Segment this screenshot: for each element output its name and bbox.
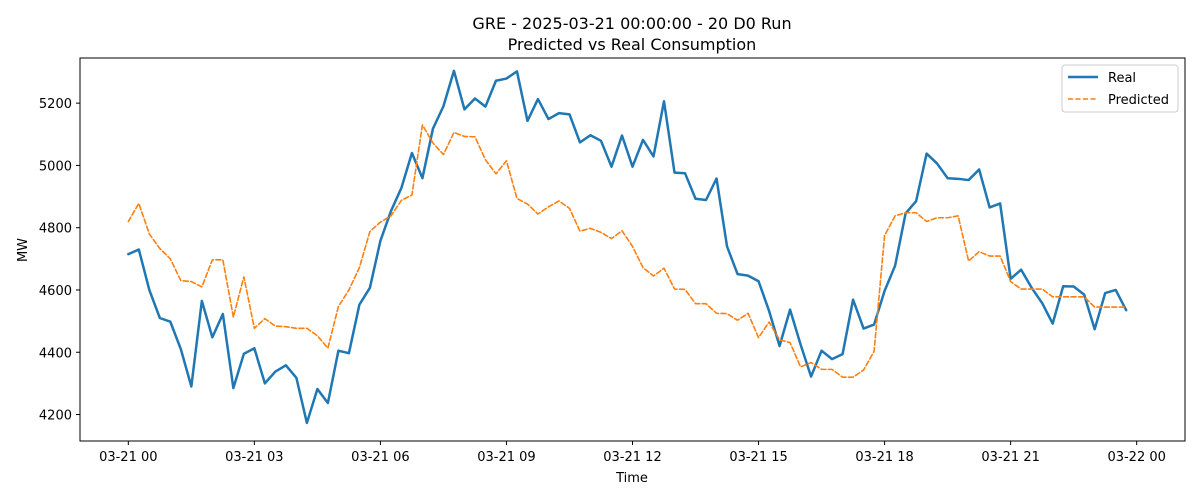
x-tick-label: 03-21 09 xyxy=(477,450,535,465)
x-tick-label: 03-21 21 xyxy=(981,450,1039,465)
y-tick-label: 4600 xyxy=(39,284,72,299)
x-tick-label: 03-21 15 xyxy=(729,450,787,465)
plot-area: 03-21 00 03-21 03 03-21 06 03-21 09 03-21 12… xyxy=(39,57,1186,465)
chart-subtitle: Predicted vs Real Consumption xyxy=(508,35,757,54)
legend: Real Predicted xyxy=(1061,64,1179,113)
y-tick-label: 5200 xyxy=(39,97,72,112)
x-tick-label: 03-21 00 xyxy=(99,450,157,465)
legend-label-real: Real xyxy=(1108,71,1136,86)
series-line-predicted xyxy=(127,124,1127,378)
x-tick-label: 03-21 12 xyxy=(603,450,661,465)
x-tick-label: 03-22 00 xyxy=(1107,450,1165,465)
y-tick-label: 4200 xyxy=(39,409,72,424)
legend-label-predicted: Predicted xyxy=(1108,93,1169,108)
plot-frame xyxy=(79,57,1186,442)
y-tick-label: 5000 xyxy=(39,159,72,174)
x-axis-label: Time xyxy=(615,471,648,486)
y-tick-label: 4400 xyxy=(39,346,72,361)
x-tick-label: 03-21 06 xyxy=(351,450,409,465)
chart-title: GRE - 2025-03-21 00:00:00 - 20 D0 Run xyxy=(472,14,791,33)
x-tick-label: 03-21 18 xyxy=(855,450,913,465)
series-line-real xyxy=(127,69,1128,425)
y-axis-label: MW xyxy=(16,238,31,262)
y-tick-label: 4800 xyxy=(39,222,72,237)
x-tick-label: 03-21 03 xyxy=(225,450,283,465)
